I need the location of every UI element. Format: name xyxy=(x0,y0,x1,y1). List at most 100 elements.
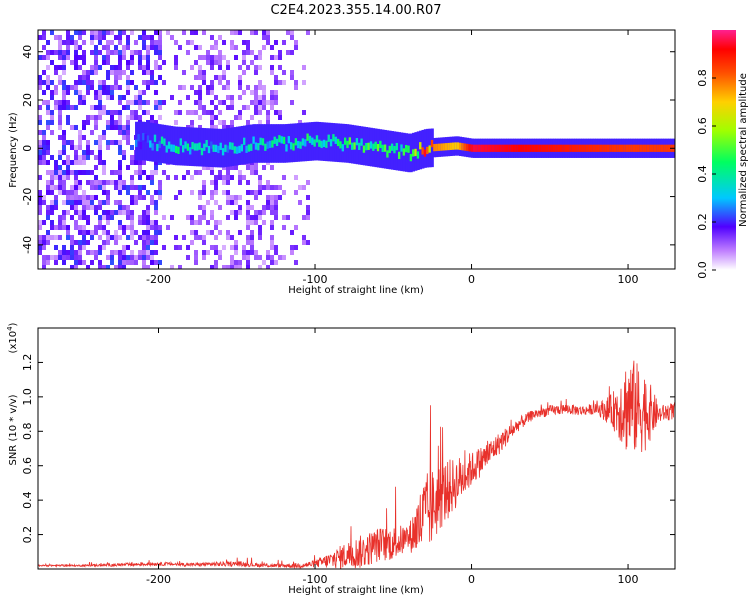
ridge-cell xyxy=(562,144,566,152)
heatmap-cell xyxy=(134,95,138,100)
heatmap-cell xyxy=(138,195,142,200)
ridge-cell xyxy=(181,145,185,153)
heatmap-cell xyxy=(114,265,118,269)
heatmap-cell xyxy=(226,95,230,100)
heatmap-cell xyxy=(38,120,42,125)
heatmap-cell xyxy=(134,100,138,105)
heatmap-cell xyxy=(258,105,262,110)
heatmap-cell xyxy=(214,250,218,255)
heatmap-cell xyxy=(74,190,78,195)
heatmap-cell xyxy=(142,90,146,95)
ridge-cell xyxy=(285,144,289,152)
ridge-cell xyxy=(628,144,632,152)
heatmap-cell xyxy=(270,240,274,245)
heatmap-cell xyxy=(198,105,202,110)
heatmap-cell xyxy=(106,235,110,240)
heatmap-cell xyxy=(230,45,234,50)
heatmap-cell xyxy=(54,245,58,250)
heatmap-cell xyxy=(94,210,98,215)
heatmap-cell xyxy=(42,35,46,40)
heatmap-cell xyxy=(98,150,102,155)
heatmap-cell xyxy=(130,255,134,260)
heatmap-cell xyxy=(94,120,98,125)
ridge-cell xyxy=(226,145,230,153)
heatmap-cell xyxy=(38,75,42,80)
heatmap-cell xyxy=(122,130,126,135)
heatmap-cell xyxy=(62,135,66,140)
ridge-cell xyxy=(369,141,373,149)
heatmap-cell xyxy=(46,40,50,45)
ridge-cell xyxy=(454,142,458,150)
heatmap-cell xyxy=(146,45,150,50)
ridge-cell xyxy=(313,139,317,147)
heatmap-cell xyxy=(82,260,86,265)
heatmap-cell xyxy=(114,170,118,175)
ridge-cell xyxy=(538,144,542,152)
heatmap-cell xyxy=(162,100,166,105)
ridge-cell xyxy=(261,138,265,146)
ridge-cell xyxy=(402,148,406,156)
heatmap-cell xyxy=(82,95,86,100)
heatmap-cell xyxy=(150,80,154,85)
heatmap-cell xyxy=(218,230,222,235)
heatmap-cell xyxy=(62,220,66,225)
heatmap-cell xyxy=(110,215,114,220)
heatmap-cell xyxy=(246,205,250,210)
heatmap-cell xyxy=(222,165,226,170)
heatmap-cell xyxy=(42,145,46,150)
snr-x-ticks: -200 -100 0 100 xyxy=(146,328,639,586)
heatmap-cell xyxy=(274,95,278,100)
heatmap-cell xyxy=(62,200,66,205)
heatmap-cell xyxy=(178,110,182,115)
heatmap-cell xyxy=(270,105,274,110)
heatmap-cell xyxy=(270,65,274,70)
heatmap-cell xyxy=(106,30,110,35)
heatmap-cell xyxy=(262,205,266,210)
ridge-cell xyxy=(334,136,338,144)
heatmap-cell xyxy=(118,180,122,185)
heatmap-cell xyxy=(302,80,306,85)
heatmap-cell xyxy=(254,210,258,215)
heatmap-cell xyxy=(270,100,274,105)
heatmap-cell xyxy=(166,175,170,180)
heatmap-cell xyxy=(66,55,70,60)
heatmap-cell xyxy=(270,210,274,215)
ridge-cell xyxy=(531,144,535,152)
heatmap-cell xyxy=(294,40,298,45)
heatmap-cell xyxy=(134,255,138,260)
heatmap-cell xyxy=(62,105,66,110)
heatmap-cell xyxy=(118,30,122,35)
heatmap-cell xyxy=(46,65,50,70)
heatmap-cell xyxy=(42,220,46,225)
heatmap-cell xyxy=(146,225,150,230)
heatmap-cell xyxy=(154,100,158,105)
ridge-cell xyxy=(367,142,371,150)
heatmap-cell xyxy=(106,85,110,90)
heatmap-cell xyxy=(138,255,142,260)
x-tick-label: 0 xyxy=(468,573,475,586)
heatmap-cell xyxy=(246,85,250,90)
heatmap-cell xyxy=(102,200,106,205)
heatmap-cell xyxy=(206,165,210,170)
ridge-cell xyxy=(257,143,261,151)
heatmap-cell xyxy=(210,190,214,195)
heatmap-cell xyxy=(86,80,90,85)
heatmap-cell xyxy=(262,105,266,110)
heatmap-cell xyxy=(62,85,66,90)
heatmap-cell xyxy=(186,170,190,175)
heatmap-cell xyxy=(70,60,74,65)
heatmap-cell xyxy=(282,190,286,195)
heatmap-cell xyxy=(198,235,202,240)
heatmap-cell xyxy=(130,225,134,230)
snr-x-label: Height of straight line (km) xyxy=(288,585,424,596)
heatmap-cell xyxy=(290,75,294,80)
heatmap-cell xyxy=(202,205,206,210)
heatmap-cell xyxy=(194,30,198,35)
heatmap-cell xyxy=(242,55,246,60)
heatmap-cell xyxy=(190,220,194,225)
heatmap-cell xyxy=(54,260,58,265)
heatmap-cell xyxy=(242,250,246,255)
heatmap-cell xyxy=(50,50,54,55)
heatmap-cell xyxy=(82,120,86,125)
heatmap-cell xyxy=(62,140,66,145)
